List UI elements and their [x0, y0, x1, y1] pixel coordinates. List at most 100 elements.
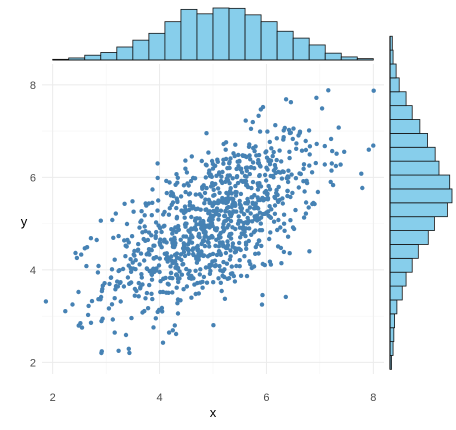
scatter-point: [182, 253, 188, 259]
scatter-point: [206, 150, 211, 155]
y-histogram-bar: [389, 160, 440, 176]
scatter-point: [262, 211, 268, 216]
scatter-point: [208, 184, 214, 189]
scatter-point: [228, 186, 233, 191]
scatter-point: [223, 147, 228, 152]
scatter-point: [115, 279, 120, 284]
y-histogram-bar: [389, 174, 451, 190]
scatter-point: [98, 218, 104, 223]
scatter-point: [203, 197, 208, 202]
scatter-point: [254, 153, 259, 158]
x-histogram-bar: [84, 54, 102, 61]
scatter-point: [174, 205, 179, 211]
scatter-point: [280, 196, 285, 201]
scatter-point: [113, 211, 119, 216]
scatter-point: [250, 179, 256, 185]
scatter-point: [207, 200, 212, 206]
scatter-point: [167, 206, 172, 211]
scatter-point: [243, 240, 249, 245]
scatter-point: [189, 240, 195, 245]
scatter-point: [218, 251, 223, 256]
scatter-point: [272, 203, 278, 208]
scatter-point: [257, 129, 263, 134]
scatter-point: [304, 178, 309, 183]
scatter-point: [287, 149, 292, 154]
scatter-point: [257, 228, 263, 233]
scatter-point: [360, 185, 365, 191]
scatter-point: [135, 248, 140, 253]
scatter-point: [197, 235, 202, 240]
scatter-point: [223, 250, 229, 256]
scatter-point: [258, 215, 264, 220]
scatter-point: [216, 171, 222, 177]
scatter-point: [265, 196, 271, 201]
scatter-point: [257, 210, 263, 215]
scatter-point: [126, 240, 131, 245]
scatter-point: [221, 161, 226, 166]
scatter-point: [63, 309, 68, 314]
scatter-point: [225, 239, 230, 244]
scatter-point: [254, 218, 260, 223]
scatter-point: [283, 294, 288, 300]
scatter-point: [189, 276, 194, 281]
scatter-point: [220, 169, 225, 175]
scatter-point: [215, 186, 221, 191]
scatter-point: [210, 161, 216, 167]
x-tick-label: 8: [370, 392, 376, 404]
x-tick-label: 6: [263, 392, 269, 404]
scatter-point: [99, 350, 104, 356]
scatter-point: [221, 244, 226, 249]
scatter-point: [271, 149, 276, 155]
y-tick-label: 2: [30, 357, 36, 369]
scatter-point: [194, 256, 199, 261]
y-histogram-bar: [389, 244, 419, 259]
x-histogram-bar: [244, 14, 262, 61]
scatter-point: [193, 192, 198, 197]
scatter-point: [137, 262, 142, 267]
scatter-point: [150, 187, 155, 192]
y-histogram-bar: [389, 216, 435, 231]
scatter-point: [153, 220, 159, 225]
scatter-point: [245, 208, 250, 213]
scatter-point: [264, 149, 269, 154]
scatter-points: [43, 88, 376, 356]
scatter-point: [222, 227, 227, 233]
scatter-point: [247, 142, 252, 147]
scatter-point: [371, 88, 376, 93]
scatter-point: [226, 204, 231, 210]
scatter-point: [139, 272, 144, 277]
scatter-point: [149, 272, 155, 277]
scatter-point: [309, 170, 315, 175]
scatter-point: [245, 196, 250, 202]
scatter-point: [260, 195, 265, 201]
scatter-point: [84, 245, 90, 250]
scatter-point: [260, 292, 265, 298]
scatter-point: [264, 165, 269, 170]
scatter-point: [132, 286, 138, 292]
scatter-point: [157, 225, 163, 231]
scatter-point: [138, 284, 143, 290]
y-tick-label: 4: [30, 265, 36, 277]
scatter-point: [190, 247, 195, 253]
scatter-point: [201, 253, 206, 259]
y-marginal-histogram: [389, 35, 453, 370]
scatter-point: [160, 289, 166, 295]
scatter-point: [76, 323, 81, 328]
scatter-point: [74, 255, 80, 261]
scatter-point: [253, 144, 258, 149]
scatter-point: [161, 224, 166, 229]
scatter-point: [118, 299, 123, 304]
scatter-point: [169, 202, 174, 207]
scatter-point: [172, 323, 177, 328]
scatter-point: [244, 174, 249, 179]
scatter-point: [189, 295, 194, 300]
scatter-point: [169, 190, 174, 195]
scatter-point: [301, 166, 306, 171]
scatter-point: [228, 271, 234, 276]
scatter-point: [248, 211, 253, 216]
scatter-point: [210, 166, 216, 171]
scatter-point: [225, 276, 230, 281]
scatter-point: [221, 221, 226, 227]
scatter-point: [155, 161, 160, 166]
y-histogram-bar: [389, 271, 407, 287]
